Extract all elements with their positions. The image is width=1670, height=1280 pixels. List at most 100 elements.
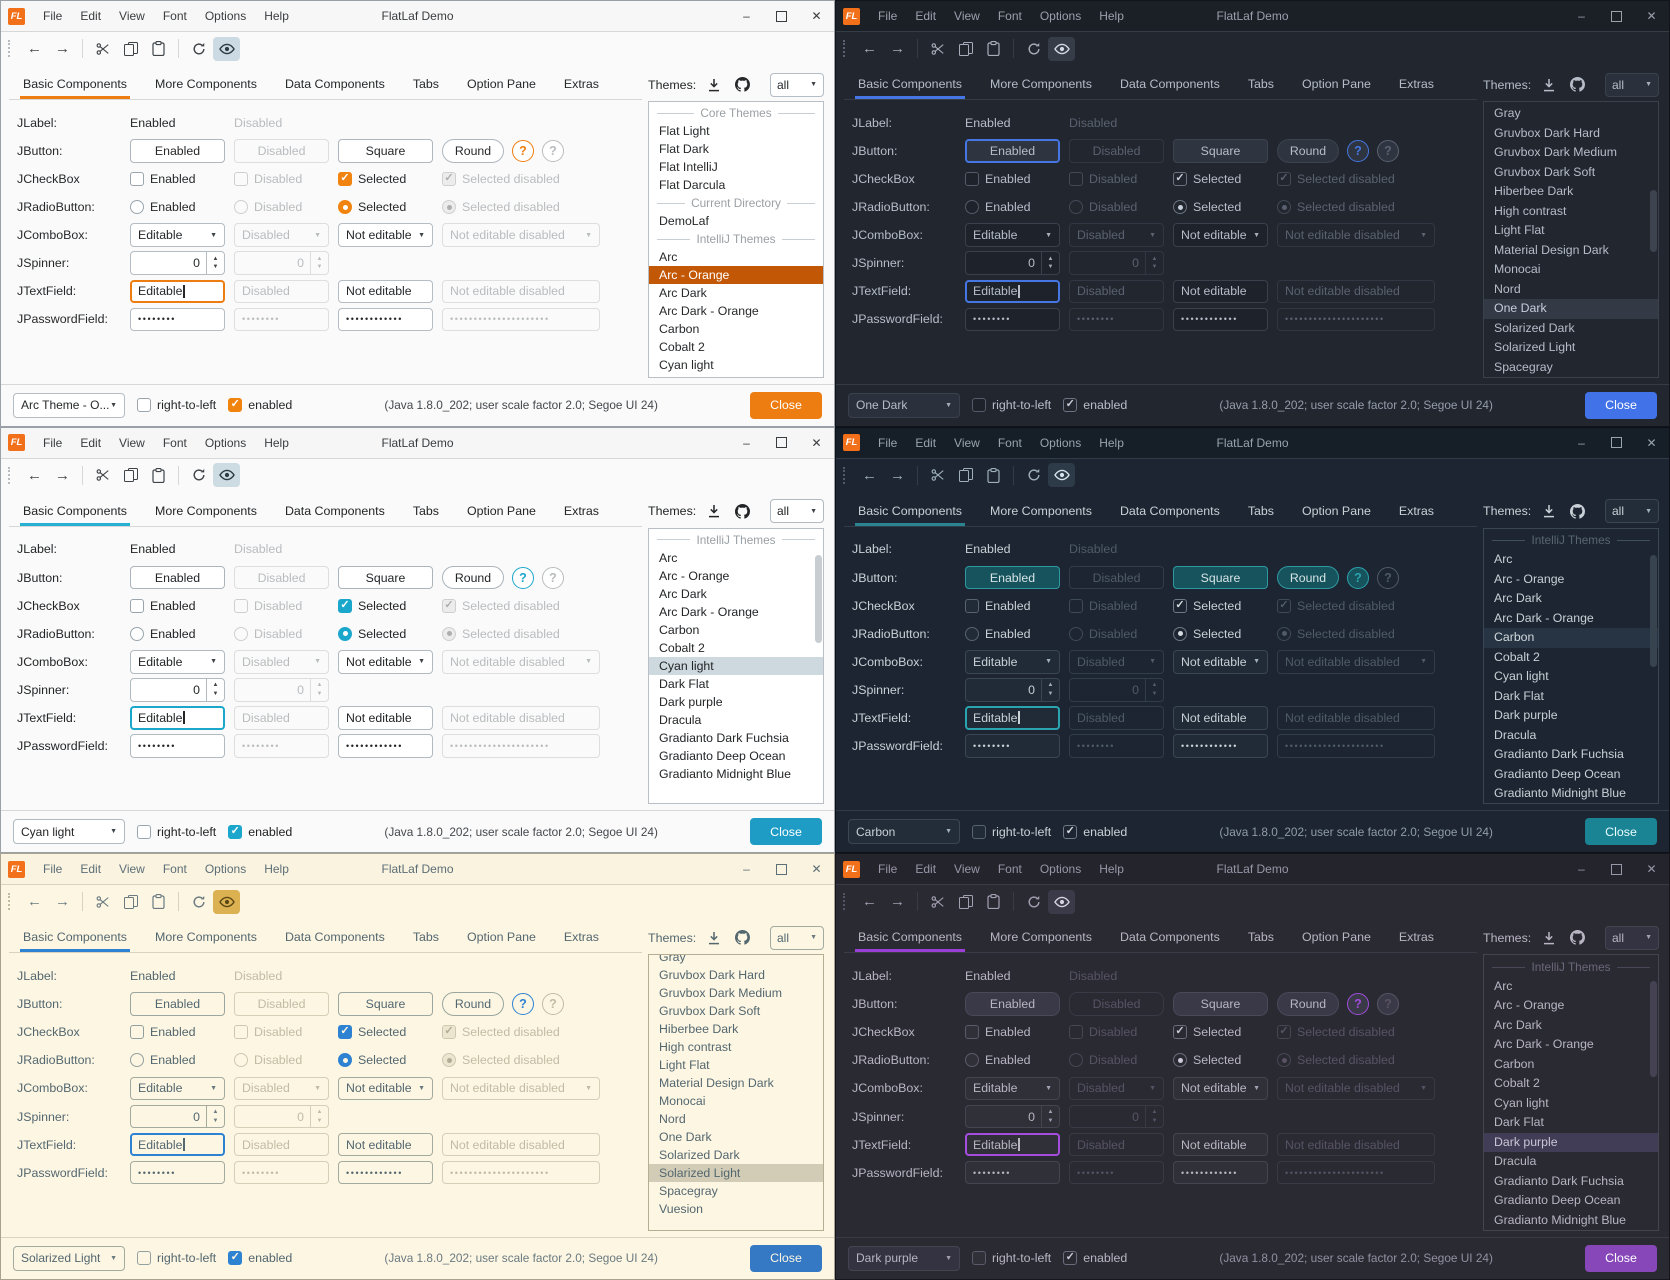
menu-item-font[interactable]: Font xyxy=(989,428,1031,458)
tab-data-components[interactable]: Data Components xyxy=(1106,72,1234,99)
tab-extras[interactable]: Extras xyxy=(550,925,613,952)
menu-item-help[interactable]: Help xyxy=(1090,854,1133,884)
jpasswordfield[interactable]: •••••••••••• xyxy=(338,307,433,332)
jbutton-round[interactable]: Round xyxy=(1277,139,1339,163)
theme-list-item[interactable]: Flat Light xyxy=(659,124,710,138)
jcombobox-editable[interactable]: Editable ▼ xyxy=(130,223,225,247)
paste-button[interactable] xyxy=(145,890,172,914)
help-button[interactable]: ? xyxy=(1377,566,1399,589)
theme-list-item[interactable]: Solarized Light xyxy=(649,1164,823,1183)
theme-list-item[interactable]: Arc - Orange xyxy=(1494,571,1565,586)
spinner-down-icon[interactable]: ▼ xyxy=(212,264,219,271)
maximize-button[interactable] xyxy=(764,854,799,884)
theme-selector-combo[interactable]: Carbon ▼ xyxy=(848,819,960,845)
tab-basic-components[interactable]: Basic Components xyxy=(844,499,976,526)
theme-list-item[interactable]: Gray xyxy=(659,954,686,965)
back-button[interactable]: ← xyxy=(856,890,883,914)
jbutton-round[interactable]: Round xyxy=(442,139,504,163)
jtextfield-editable[interactable]: Editable xyxy=(130,706,225,730)
radiobox-enabled[interactable]: Enabled xyxy=(130,626,225,641)
paste-button[interactable] xyxy=(980,463,1007,487)
jtextfield-not-editable[interactable]: Not editable xyxy=(338,279,433,304)
spinner-up-icon[interactable]: ▲ xyxy=(212,1109,219,1116)
enabled-checkbox[interactable]: enabled xyxy=(1063,398,1127,413)
theme-list-item[interactable]: Dark Flat xyxy=(659,676,709,691)
jpasswordfield[interactable]: •••••••••••• xyxy=(1173,734,1268,758)
enabled-checkbox[interactable]: enabled xyxy=(1063,824,1127,839)
jpasswordfield[interactable]: •••••••• xyxy=(965,734,1060,758)
minimize-button[interactable]: – xyxy=(1564,854,1599,884)
tab-more-components[interactable]: More Components xyxy=(976,72,1106,99)
right-to-left-checkbox[interactable]: right-to-left xyxy=(972,824,1051,839)
menu-item-help[interactable]: Help xyxy=(1090,1,1133,31)
theme-list-item[interactable]: Gruvbox Dark Soft xyxy=(1494,164,1596,179)
close-window-button[interactable]: ✕ xyxy=(799,1,834,31)
paste-button[interactable] xyxy=(980,890,1007,914)
spinner-up-icon[interactable]: ▲ xyxy=(316,1109,323,1116)
theme-list-item[interactable]: Vuesion xyxy=(659,1202,703,1217)
tab-option-pane[interactable]: Option Pane xyxy=(453,925,550,952)
cut-button[interactable] xyxy=(89,37,116,61)
menu-item-file[interactable]: File xyxy=(869,428,906,458)
theme-list-item[interactable]: Solarized Light xyxy=(1494,340,1576,354)
help-button[interactable]: ? xyxy=(1347,566,1369,589)
toolbar-grip-handle[interactable] xyxy=(8,466,13,484)
refresh-button[interactable] xyxy=(1020,37,1047,61)
spinner-up-icon[interactable]: ▲ xyxy=(1151,255,1158,262)
show-button[interactable] xyxy=(1048,463,1075,488)
theme-list-item[interactable]: Hiberbee Dark xyxy=(659,1022,739,1037)
theme-list-item[interactable]: Carbon xyxy=(659,322,700,336)
help-button[interactable]: ? xyxy=(512,139,534,162)
cut-button[interactable] xyxy=(924,890,951,914)
jcombobox-editable[interactable]: Editable ▼ xyxy=(965,223,1060,247)
jpasswordfield[interactable]: •••••••• xyxy=(130,1160,225,1185)
menu-item-font[interactable]: Font xyxy=(154,428,196,458)
jbutton-enabled[interactable]: Enabled xyxy=(965,565,1060,590)
theme-list-item[interactable]: Dracula xyxy=(1494,1154,1537,1169)
minimize-button[interactable]: – xyxy=(729,1,764,31)
theme-list-item[interactable]: Arc Dark xyxy=(1494,591,1542,606)
checkbox-selected[interactable]: Selected xyxy=(1173,171,1268,186)
theme-list-item[interactable]: Solarized Dark xyxy=(659,1148,740,1163)
show-button[interactable] xyxy=(213,889,240,914)
theme-list-item[interactable]: Cobalt 2 xyxy=(659,640,705,655)
theme-selector-combo[interactable]: Solarized Light ▼ xyxy=(13,1245,125,1271)
spinner-up-icon[interactable]: ▲ xyxy=(1047,255,1054,262)
theme-list-item[interactable]: Nord xyxy=(1494,281,1521,296)
theme-list-item[interactable]: Gradianto Deep Ocean xyxy=(659,748,786,763)
menu-item-view[interactable]: View xyxy=(110,1,154,31)
jpasswordfield[interactable]: •••••••••••• xyxy=(338,734,433,758)
jpasswordfield[interactable]: •••••••• xyxy=(965,307,1060,332)
jtextfield-editable[interactable]: Editable xyxy=(965,1132,1060,1157)
theme-list-item[interactable]: Dark Flat xyxy=(1494,1115,1544,1130)
tab-tabs[interactable]: Tabs xyxy=(399,72,453,99)
tab-basic-components[interactable]: Basic Components xyxy=(9,925,141,953)
checkbox-enabled[interactable]: Enabled xyxy=(965,1025,1060,1040)
theme-list-item[interactable]: Arc Dark - Orange xyxy=(659,604,759,619)
help-button[interactable]: ? xyxy=(512,566,534,589)
spinner-down-icon[interactable]: ▼ xyxy=(316,690,323,697)
menu-item-font[interactable]: Font xyxy=(154,854,196,884)
help-button[interactable]: ? xyxy=(542,993,564,1016)
spinner-down-icon[interactable]: ▼ xyxy=(212,1117,219,1124)
menu-item-options[interactable]: Options xyxy=(1031,428,1090,458)
jcombobox-editable[interactable]: Editable ▼ xyxy=(130,650,225,674)
toolbar-grip-handle[interactable] xyxy=(843,40,848,57)
tab-basic-components[interactable]: Basic Components xyxy=(844,925,976,953)
copy-button[interactable] xyxy=(117,37,144,61)
show-button[interactable] xyxy=(1048,36,1075,61)
theme-list-item[interactable]: Arc Dark - Orange xyxy=(659,304,759,318)
jspinner[interactable]: 0 ▲ ▼ xyxy=(965,251,1060,275)
jcombobox-editable[interactable]: Editable ▼ xyxy=(965,1076,1060,1101)
jpasswordfield[interactable]: •••••••• xyxy=(130,307,225,332)
spinner-down-icon[interactable]: ▼ xyxy=(1151,1117,1158,1124)
radiobox-enabled[interactable]: Enabled xyxy=(965,626,1060,641)
jtextfield-editable[interactable]: Editable xyxy=(965,279,1060,304)
jbutton-enabled[interactable]: Enabled xyxy=(130,992,225,1016)
spinner-up-icon[interactable]: ▲ xyxy=(1151,682,1158,689)
menu-item-font[interactable]: Font xyxy=(989,854,1031,884)
theme-list-item[interactable]: Material Design Dark xyxy=(659,1076,774,1091)
theme-list-item[interactable]: Dark Flat xyxy=(1494,688,1544,703)
minimize-button[interactable]: – xyxy=(1564,1,1599,31)
themes-scrollbar-thumb[interactable] xyxy=(1650,190,1657,252)
